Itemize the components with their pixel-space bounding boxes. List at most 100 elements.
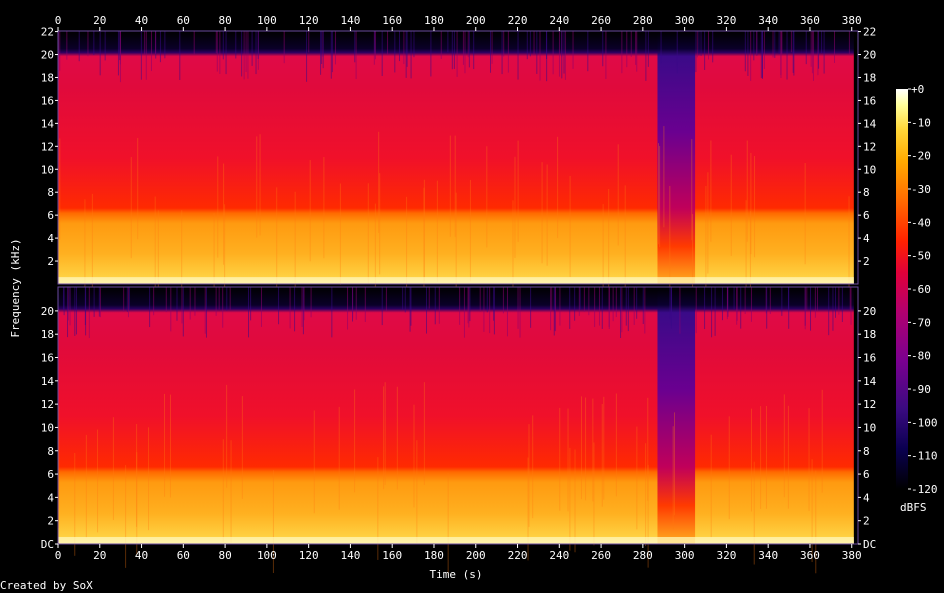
colorbar-ticks: +0 -10 -20 -30 -40 -50 -60 -70 -80 -90 -100 -110 -12…	[908, 83, 938, 496]
x-tick-label: 220	[508, 549, 528, 562]
x-tick-label: 60	[177, 14, 190, 27]
colorbar-tick-label: -60	[911, 283, 931, 296]
x-tick-label: 160	[382, 549, 402, 562]
y-tick-label: 12	[41, 140, 54, 153]
y-tick-label: 18	[863, 71, 876, 84]
x-tick-label: 380	[842, 549, 862, 562]
y-tick-label: DC	[863, 538, 876, 551]
x-tick-label: 300	[675, 14, 695, 27]
y-tick-label: 6	[863, 468, 870, 481]
colorbar-tick-label: -100	[911, 416, 938, 429]
x-tick-label: 280	[633, 549, 653, 562]
y-tick-label: 8	[47, 445, 54, 458]
y-tick-label: DC	[41, 538, 54, 551]
y-tick-label: 10	[41, 163, 54, 176]
y-tick-label: 16	[863, 352, 876, 365]
colorbar-tick-label: -10	[911, 116, 931, 129]
x-tick-label: 100	[257, 549, 277, 562]
x-tick-label: 140	[340, 14, 360, 27]
y-tick-label: 20	[41, 49, 54, 62]
y-tick-label: 10	[863, 163, 876, 176]
y-tick-label: 2	[863, 255, 870, 268]
y-tick-label: 20	[41, 305, 54, 318]
y-tick-label: 22	[41, 26, 54, 39]
y-tick-label: 12	[41, 398, 54, 411]
y-tick-label: 12	[863, 140, 876, 153]
x-tick-label: 280	[633, 14, 653, 27]
y-tick-label: 6	[47, 468, 54, 481]
y-tick-label: 16	[41, 352, 54, 365]
y-tick-label: 10	[863, 421, 876, 434]
y-tick-label: 2	[47, 515, 54, 528]
spectrogram-panels	[57, 30, 859, 576]
x-tick-label: 200	[466, 14, 486, 27]
y-tick-label: 14	[863, 117, 877, 130]
y-tick-label: 4	[863, 491, 870, 504]
colorbar: +0 -10 -20 -30 -40 -50 -60 -70 -80 -90 -100 -110 -12…	[896, 83, 938, 514]
y-tick-label: 4	[863, 232, 870, 245]
y-tick-label: 22	[863, 26, 876, 39]
x-tick-label: 0	[55, 549, 62, 562]
y-tick-label: 4	[47, 232, 54, 245]
y-tick-label: 16	[863, 94, 876, 107]
colorbar-tick-label: -110	[911, 450, 938, 463]
x-tick-label: 140	[340, 549, 360, 562]
x-tick-label: 380	[842, 14, 862, 27]
credit-text: Created by SoX	[0, 579, 93, 592]
x-tick-label: 100	[257, 14, 277, 27]
spectrogram-panel-bottom	[57, 286, 859, 576]
x-tick-label: 360	[800, 14, 820, 27]
y-tick-label: 2	[863, 515, 870, 528]
x-tick-label: 240	[549, 549, 569, 562]
energy-region	[58, 287, 854, 544]
colorbar-gradient	[896, 89, 908, 489]
x-tick-label: 260	[591, 14, 611, 27]
x-tick-label: 60	[177, 549, 190, 562]
y-tick-label: 12	[863, 398, 876, 411]
y-tick-label: 4	[47, 491, 54, 504]
y-tick-label: 8	[863, 445, 870, 458]
colorbar-tick-label: +0	[911, 83, 924, 96]
colorbar-tick-label: -50	[911, 250, 931, 263]
colorbar-tick-label: -70	[911, 316, 931, 329]
x-tick-label: 200	[466, 549, 486, 562]
x-axis-label: Time (s)	[430, 568, 483, 581]
y-tick-label: 18	[41, 328, 54, 341]
colorbar-tick-label: -20	[911, 150, 931, 163]
y-tick-label: 14	[41, 375, 55, 388]
x-tick-label: 320	[716, 549, 736, 562]
colorbar-unit: dBFS	[900, 501, 927, 514]
x-tick-label: 20	[93, 549, 106, 562]
y-tick-label: 6	[863, 209, 870, 222]
colorbar-tick-label: -90	[911, 383, 931, 396]
x-tick-label: 260	[591, 549, 611, 562]
y-tick-label: 8	[863, 186, 870, 199]
y-tick-label: 14	[41, 117, 55, 130]
x-tick-label: 80	[218, 14, 231, 27]
x-tick-label: 360	[800, 549, 820, 562]
colorbar-tick-label: -30	[911, 183, 931, 196]
x-tick-label: 180	[424, 549, 444, 562]
y-tick-label: 10	[41, 421, 54, 434]
y-tick-label: 16	[41, 94, 54, 107]
spectrogram-panel-top	[57, 30, 859, 316]
quiet-gap-region	[657, 287, 696, 544]
y-tick-label: 8	[47, 186, 54, 199]
x-tick-label: 180	[424, 14, 444, 27]
x-tick-label: 120	[299, 549, 319, 562]
y-tick-label: 2	[47, 255, 54, 268]
y-tick-label: 18	[41, 71, 54, 84]
x-tick-label: 20	[93, 14, 106, 27]
y-tick-label: 6	[47, 209, 54, 222]
x-tick-label: 160	[382, 14, 402, 27]
x-tick-label: 40	[135, 14, 148, 27]
y-tick-label: 18	[863, 328, 876, 341]
energy-region	[58, 31, 854, 284]
y-tick-label: 20	[863, 305, 876, 318]
x-tick-label: 220	[508, 14, 528, 27]
colorbar-tick-label: -80	[911, 350, 931, 363]
x-tick-label: 240	[549, 14, 569, 27]
x-tick-label: 120	[299, 14, 319, 27]
